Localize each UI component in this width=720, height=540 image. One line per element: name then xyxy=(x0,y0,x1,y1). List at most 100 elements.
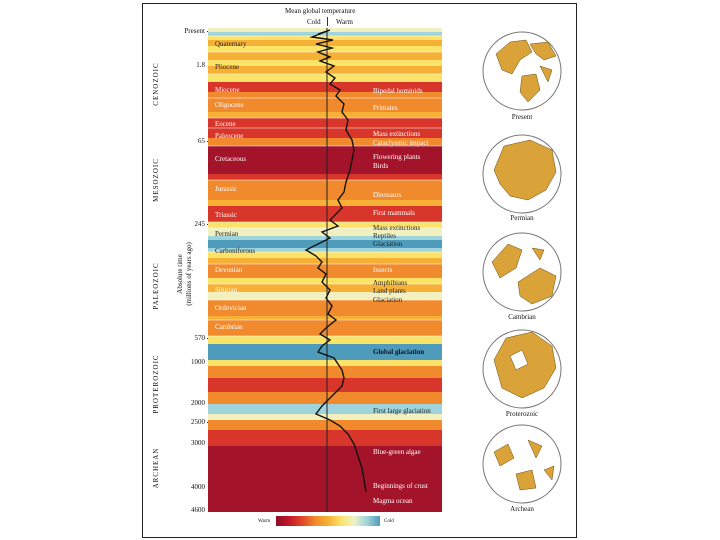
strata-band xyxy=(208,40,442,46)
strata-band xyxy=(208,392,442,404)
event-beginnings-of-crust: Beginnings of crust xyxy=(373,482,428,490)
event-glaciation-1: Glaciation xyxy=(373,240,403,248)
globe-label-cambrian: Cambrian xyxy=(508,313,536,321)
strata-band xyxy=(208,360,442,366)
event-amphibians: Amphibians xyxy=(373,279,408,287)
event-mass-extinctions-2: Mass extinctions xyxy=(373,224,421,232)
strata-band xyxy=(208,222,442,228)
period-devonian: Devonian xyxy=(215,266,243,274)
period-triassic: Triassic xyxy=(215,211,237,219)
legend-cold-label: Cold xyxy=(384,519,394,524)
event-reptiles: Reptiles xyxy=(373,232,396,240)
event-flowering-plants: Flowering plants xyxy=(373,153,421,161)
period-oligocene: Oligocene xyxy=(215,101,244,109)
period-eocene: Eocene xyxy=(215,120,236,128)
period-cambrian: Cambrian xyxy=(215,323,243,331)
strata-band xyxy=(208,180,442,200)
strata-band xyxy=(208,414,442,420)
strata-band xyxy=(208,206,442,222)
temperature-curve xyxy=(304,29,367,493)
globe-label-archean: Archean xyxy=(510,505,534,513)
strata-band xyxy=(208,278,442,284)
strata-band xyxy=(208,98,442,112)
chart-title: Mean global temperature xyxy=(285,7,356,15)
strata-band xyxy=(208,320,442,336)
strata-band xyxy=(208,28,442,32)
period-jurassic: Jurassic xyxy=(215,185,238,193)
strata-band xyxy=(208,66,442,74)
strata-band xyxy=(208,264,442,278)
cold-label: Cold xyxy=(307,18,321,26)
tick-1-8: 1.8 xyxy=(196,61,205,69)
strata-band xyxy=(208,112,442,118)
tick-3000: 3000 xyxy=(191,439,205,447)
globe-label-permian: Permian xyxy=(510,214,534,222)
strata-band xyxy=(208,252,442,258)
strata-band xyxy=(208,300,442,316)
event-land-plants: Land plants xyxy=(373,287,406,295)
period-miocene: Miocene xyxy=(215,86,240,94)
strata-band xyxy=(208,292,442,300)
event-dinosaurs: Dinosaurs xyxy=(373,191,402,199)
strata-band xyxy=(208,228,442,236)
tick-1000: 1000 xyxy=(191,358,205,366)
warm-label: Warm xyxy=(336,18,353,26)
tick-245: 245 xyxy=(194,220,206,228)
event-birds: Birds xyxy=(373,162,389,170)
tick-4000: 4000 xyxy=(191,483,205,491)
strata-band xyxy=(208,200,442,206)
period-paleocene: Paleocene xyxy=(215,132,244,140)
strata-band xyxy=(208,258,442,264)
period-quaternary: Quaternary xyxy=(215,40,247,48)
event-bipedal-hominids: Bipedal hominids xyxy=(373,87,423,95)
globe-label-proterozoic: Proterozoic xyxy=(505,410,539,418)
period-permian: Permian xyxy=(215,230,239,238)
strata-band xyxy=(208,174,442,180)
tick-570: 570 xyxy=(194,334,206,342)
strata-band xyxy=(208,500,442,512)
strata-band xyxy=(208,128,442,138)
strata-band xyxy=(208,118,442,128)
strata-band xyxy=(208,36,442,40)
period-ordovician: Ordovician xyxy=(215,304,247,312)
event-glaciation-2: Glaciation xyxy=(373,296,403,304)
globe-label-present: Present xyxy=(511,113,533,121)
event-blue-green-algae: Blue-green algae xyxy=(373,448,421,456)
legend-warm-label: Warm xyxy=(258,519,271,524)
strata-band xyxy=(208,52,442,60)
tick-65: 65 xyxy=(198,137,205,145)
strata-band xyxy=(208,74,442,82)
period-silurian: Silurian xyxy=(215,286,238,294)
strata-band xyxy=(208,82,442,92)
event-first-large-glaciation: First large glaciation xyxy=(373,407,431,415)
event-first-mammals: First mammals xyxy=(373,209,415,217)
strata-band xyxy=(208,138,442,146)
strata-band xyxy=(208,336,442,344)
event-cataclysmic-impact: Cataclysmic impact xyxy=(373,139,429,147)
strata-band xyxy=(208,420,442,430)
strata-band xyxy=(208,344,442,360)
event-magma-ocean: Magma ocean xyxy=(373,497,413,505)
tick-4600: 4600 xyxy=(191,506,205,514)
event-insects: Insects xyxy=(373,266,393,274)
strata-band xyxy=(208,404,442,414)
strata-band xyxy=(208,284,442,292)
event-primates: Primates xyxy=(373,104,398,112)
strata-band xyxy=(208,446,442,500)
period-carboniferous: Carboniferous xyxy=(215,247,256,255)
strata-band xyxy=(208,236,442,240)
strata-band xyxy=(208,430,442,446)
tick-2000: 2000 xyxy=(191,399,205,407)
event-global-glaciation: Global glaciation xyxy=(373,348,425,356)
strata-band xyxy=(208,378,442,392)
header-divider xyxy=(327,17,328,26)
tick-present: Present xyxy=(184,27,205,35)
strata-band xyxy=(208,248,442,252)
period-cretaceous: Cretaceous xyxy=(215,155,247,163)
strata-band xyxy=(208,32,442,36)
strata-band xyxy=(208,46,442,52)
strata-band xyxy=(208,316,442,320)
tick-2500: 2500 xyxy=(191,418,205,426)
strata-band xyxy=(208,240,442,248)
